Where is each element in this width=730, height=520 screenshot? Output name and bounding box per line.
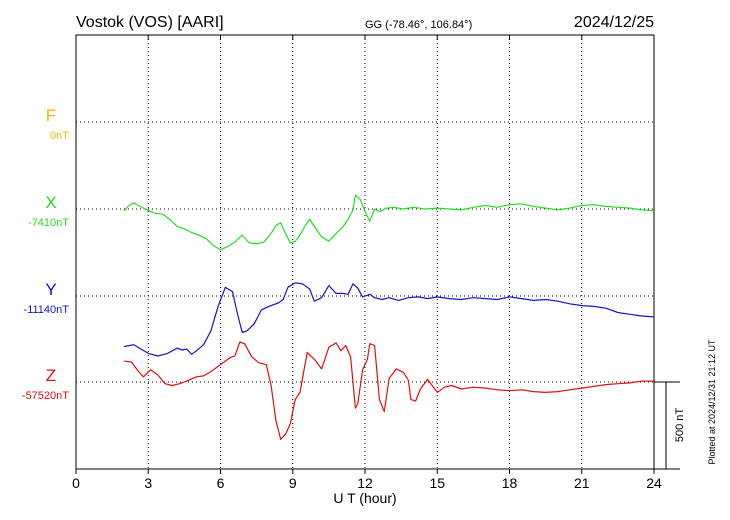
grid bbox=[76, 35, 654, 469]
series-name-y: Y bbox=[45, 280, 56, 299]
series-line-z bbox=[124, 341, 654, 440]
plotted-note: Plotted at 2024/12/31 21:12 UT bbox=[707, 339, 717, 465]
x-tick-label: 12 bbox=[357, 475, 373, 491]
x-tick-label: 6 bbox=[217, 475, 225, 491]
series-baseline-f: 0nT bbox=[50, 130, 69, 142]
series-baseline-y: -11140nT bbox=[24, 304, 70, 316]
series-baseline-z: -57520nT bbox=[22, 390, 69, 402]
series-line-y bbox=[124, 282, 655, 357]
series-lines bbox=[123, 194, 655, 440]
x-tick-label: 21 bbox=[574, 475, 590, 491]
x-axis-label: U T (hour) bbox=[333, 490, 396, 506]
series-labels: F 0nT X -7410nT Y -11140nT Z -57520nT bbox=[22, 106, 69, 402]
series-baseline-x: -7410nT bbox=[28, 217, 69, 229]
series-name-f: F bbox=[46, 106, 56, 125]
station-coordinates: GG (-78.46°, 106.84°) bbox=[365, 19, 472, 31]
x-tick-label: 18 bbox=[502, 475, 518, 491]
x-tick-label: 0 bbox=[72, 475, 80, 491]
series-name-x: X bbox=[45, 193, 56, 212]
x-tick-label: 3 bbox=[144, 475, 152, 491]
scale-bar-label: 500 nT bbox=[674, 408, 686, 443]
chart-date: 2024/12/25 bbox=[574, 14, 654, 31]
x-axis: 0 3 6 9 12 15 18 21 24 bbox=[72, 35, 662, 491]
x-tick-label: 24 bbox=[646, 475, 662, 491]
series-line-x bbox=[123, 194, 655, 251]
scale-bar: 500 nT bbox=[654, 381, 686, 470]
x-tick-label: 9 bbox=[289, 475, 297, 491]
chart-title: Vostok (VOS) [AARI] bbox=[76, 14, 224, 31]
series-name-z: Z bbox=[46, 366, 56, 385]
x-tick-label: 15 bbox=[429, 475, 445, 491]
